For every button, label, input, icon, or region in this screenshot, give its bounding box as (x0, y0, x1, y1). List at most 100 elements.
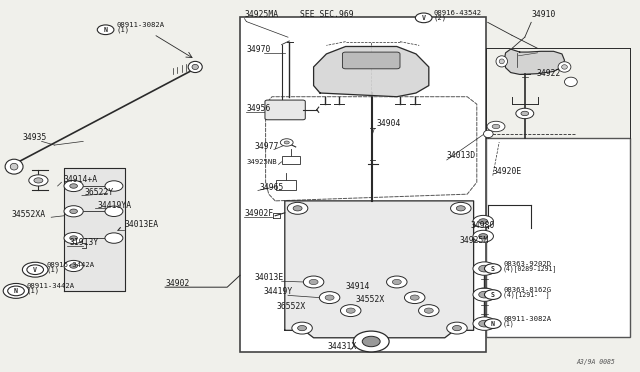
Text: 08916-43542: 08916-43542 (434, 10, 482, 16)
Text: 34013EA: 34013EA (125, 220, 159, 229)
Text: 34970: 34970 (246, 45, 271, 54)
Ellipse shape (192, 64, 198, 70)
Text: 34980: 34980 (470, 221, 495, 230)
Circle shape (3, 283, 29, 298)
Circle shape (64, 180, 83, 192)
Circle shape (319, 292, 340, 304)
Text: 36552X: 36552X (276, 302, 306, 311)
Circle shape (298, 326, 307, 331)
Polygon shape (285, 201, 474, 338)
Circle shape (473, 288, 496, 301)
Text: 34419Y: 34419Y (264, 287, 293, 296)
Circle shape (447, 322, 467, 334)
Text: (1): (1) (46, 266, 60, 273)
Text: 31913Y: 31913Y (69, 238, 99, 247)
Circle shape (10, 288, 22, 294)
Text: 34904: 34904 (376, 119, 401, 128)
Text: 08911-3442A: 08911-3442A (27, 283, 75, 289)
Circle shape (492, 124, 500, 129)
Circle shape (64, 232, 83, 244)
Text: 34977: 34977 (255, 142, 279, 151)
Circle shape (97, 25, 114, 35)
Circle shape (456, 206, 465, 211)
Text: 08363-8162G: 08363-8162G (503, 287, 551, 293)
Circle shape (452, 326, 461, 331)
Circle shape (346, 308, 355, 313)
Circle shape (479, 265, 490, 272)
Text: 34956: 34956 (246, 104, 271, 113)
Text: 34914: 34914 (346, 282, 370, 291)
Circle shape (287, 202, 308, 214)
Circle shape (484, 264, 501, 273)
Circle shape (280, 139, 293, 146)
Text: N: N (104, 27, 108, 33)
Ellipse shape (564, 77, 577, 86)
Circle shape (392, 279, 401, 285)
Ellipse shape (10, 163, 18, 170)
Circle shape (473, 262, 496, 275)
Circle shape (29, 175, 48, 186)
Ellipse shape (496, 56, 508, 67)
Text: (1): (1) (116, 26, 130, 33)
Text: S: S (491, 292, 495, 298)
Circle shape (362, 336, 380, 347)
Circle shape (451, 202, 471, 214)
Ellipse shape (562, 65, 568, 69)
Ellipse shape (188, 61, 202, 73)
Circle shape (309, 279, 318, 285)
Bar (240, 17, 486, 352)
Circle shape (479, 234, 488, 239)
Circle shape (415, 13, 432, 23)
Text: 34920E: 34920E (493, 167, 522, 176)
Text: 36522Y: 36522Y (84, 188, 114, 197)
Polygon shape (504, 49, 564, 74)
Circle shape (473, 215, 493, 227)
Circle shape (27, 265, 44, 275)
Text: 08363-9202D: 08363-9202D (503, 261, 551, 267)
Text: 34925NB: 34925NB (246, 160, 277, 166)
Text: (4)[0289-1291]: (4)[0289-1291] (503, 265, 557, 272)
Text: (2): (2) (434, 15, 447, 21)
Text: N: N (14, 288, 18, 294)
Circle shape (303, 276, 324, 288)
Text: 34914+A: 34914+A (64, 174, 98, 183)
Text: 34013E: 34013E (255, 273, 284, 282)
Ellipse shape (484, 130, 493, 138)
Circle shape (479, 219, 488, 224)
Circle shape (484, 319, 501, 328)
Circle shape (293, 206, 302, 211)
Circle shape (419, 305, 439, 317)
Circle shape (387, 276, 407, 288)
Circle shape (484, 290, 501, 299)
Circle shape (284, 141, 289, 144)
Polygon shape (314, 46, 429, 97)
Text: V: V (422, 15, 426, 21)
FancyBboxPatch shape (265, 100, 305, 120)
Circle shape (34, 178, 43, 183)
Text: 34910: 34910 (531, 10, 556, 19)
Text: (1): (1) (503, 320, 515, 327)
FancyBboxPatch shape (342, 52, 400, 69)
Text: 34419YA: 34419YA (97, 201, 131, 209)
Circle shape (70, 184, 77, 188)
Text: 34925M: 34925M (460, 235, 489, 244)
Text: (1): (1) (27, 288, 40, 294)
Circle shape (404, 292, 425, 304)
Circle shape (473, 317, 496, 330)
Circle shape (292, 322, 312, 334)
Text: 08911-3082A: 08911-3082A (503, 316, 551, 322)
Text: 34925MA: 34925MA (244, 10, 278, 19)
Circle shape (22, 262, 48, 277)
Text: 34902F: 34902F (244, 209, 274, 218)
Text: 34965: 34965 (259, 183, 284, 192)
Circle shape (105, 206, 123, 217)
Text: N: N (491, 321, 495, 327)
Text: 08916-3442A: 08916-3442A (46, 262, 94, 268)
Circle shape (29, 266, 41, 273)
Circle shape (424, 308, 433, 313)
Text: V: V (33, 267, 37, 273)
Text: (4)[1291-  ]: (4)[1291- ] (503, 291, 550, 298)
Text: 34935: 34935 (22, 132, 47, 141)
Text: 34013D: 34013D (447, 151, 476, 160)
Text: SEE SEC.969: SEE SEC.969 (300, 10, 353, 19)
